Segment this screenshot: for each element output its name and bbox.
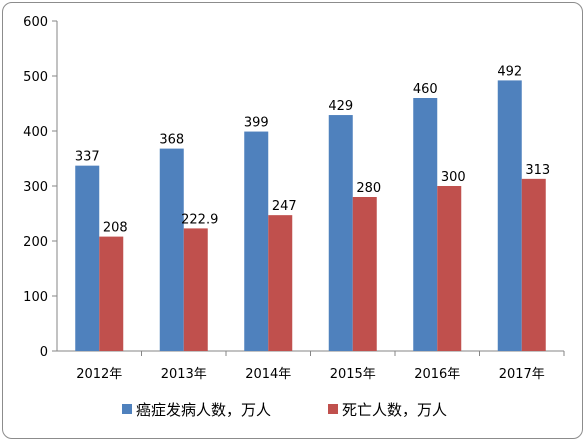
legend-label-series-1: 癌症发病人数，万人	[136, 401, 271, 419]
x-tick-label: 2016年	[414, 367, 460, 382]
data-label-series-2: 313	[525, 163, 550, 178]
data-label-series-1: 460	[413, 82, 438, 97]
x-tick-label: 2017年	[499, 367, 545, 382]
x-tick-label: 2015年	[330, 367, 376, 382]
data-label-series-1: 429	[328, 99, 353, 114]
y-axis-tick-labels: 0 100 200 300 400 500 600	[23, 15, 48, 360]
x-tick-label: 2013年	[161, 367, 207, 382]
axes	[52, 20, 565, 356]
y-tick-label: 600	[23, 15, 48, 30]
y-tick-label: 0	[40, 345, 48, 360]
bar-series-1	[244, 131, 269, 351]
y-tick-label: 100	[23, 290, 48, 305]
data-label-series-2: 280	[356, 181, 381, 196]
data-label-series-1: 368	[159, 133, 184, 148]
y-tick-label: 400	[23, 125, 48, 140]
data-label-series-1: 492	[497, 64, 522, 79]
y-tick-label: 500	[23, 70, 48, 85]
data-label-series-2: 208	[103, 221, 128, 236]
x-tick-label: 2012年	[76, 367, 122, 382]
bars	[75, 80, 546, 352]
bar-series-2	[437, 186, 462, 351]
data-label-series-2: 300	[441, 170, 466, 185]
bar-series-1	[159, 148, 184, 351]
legend-label-series-2: 死亡人数，万人	[342, 401, 447, 419]
bar-series-1	[328, 115, 353, 351]
data-labels: 337 208 368 222.9 399 247 429 280 460 300 492 313	[75, 64, 550, 235]
bar-series-2	[521, 178, 546, 351]
legend: 癌症发病人数，万人 死亡人数，万人	[122, 401, 447, 419]
y-tick-label: 300	[23, 180, 48, 195]
x-axis-tick-labels: 2012年 2013年 2014年 2015年 2016年 2017年	[76, 367, 545, 382]
bar-series-2	[99, 236, 124, 351]
data-label-series-2: 222.9	[181, 212, 218, 227]
data-label-series-2: 247	[272, 199, 297, 214]
bar-series-1	[413, 98, 438, 351]
data-label-series-1: 337	[75, 150, 100, 165]
legend-swatch-series-1	[122, 404, 132, 414]
bar-series-2	[183, 228, 208, 351]
y-tick-label: 200	[23, 235, 48, 250]
data-label-series-1: 399	[244, 116, 269, 131]
x-tick-label: 2014年	[245, 367, 291, 382]
bar-series-2	[352, 197, 377, 351]
legend-swatch-series-2	[328, 404, 338, 414]
bar-series-1	[497, 80, 522, 352]
bar-series-2	[268, 215, 293, 351]
bar-series-1	[75, 165, 100, 351]
